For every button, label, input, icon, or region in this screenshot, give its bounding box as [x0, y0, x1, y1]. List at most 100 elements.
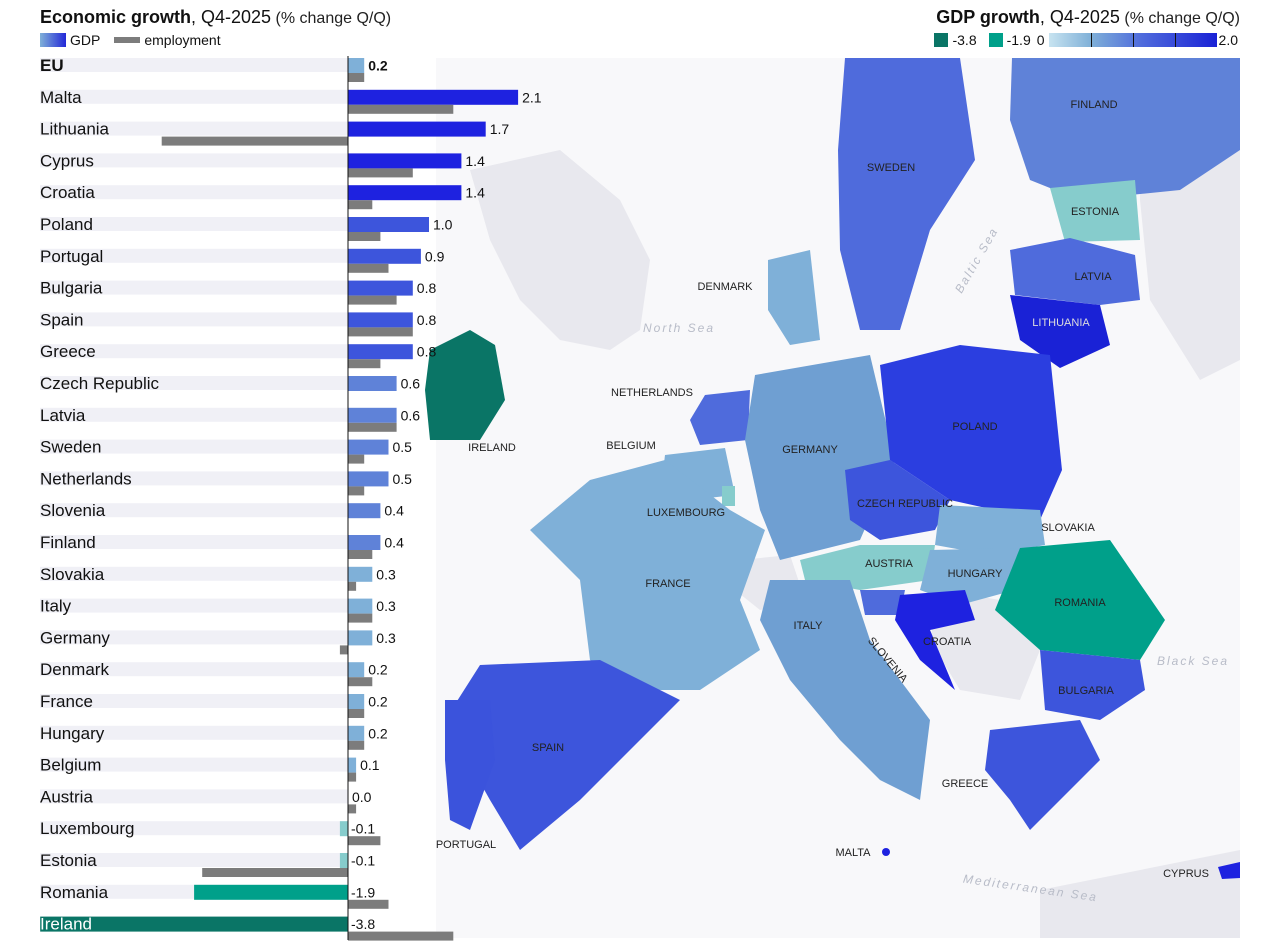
value-label-greece: 0.8 [417, 344, 437, 360]
gdp-bar-eu [348, 58, 365, 73]
gdp-bar-france [348, 694, 365, 709]
row-band-latvia [40, 407, 348, 422]
category-label-croatia: Croatia [40, 183, 95, 202]
map-country-greece [985, 720, 1100, 830]
gdp-bar-slovenia [348, 503, 381, 519]
category-label-finland: Finland [40, 533, 96, 552]
category-label-latvia: Latvia [40, 406, 86, 425]
value-label-hungary: 0.2 [368, 725, 388, 741]
row-band-netherlands [40, 471, 348, 486]
employment-bar-croatia [348, 200, 373, 210]
employment-bar-portugal [348, 263, 389, 273]
employment-bar-malta [348, 104, 454, 114]
map-legend-neg1: -3.8 [952, 32, 977, 48]
bar-chart: EU 0.2 Malta 2.1 Lithuania 1.7 Cyprus 1.4 Croati… [40, 56, 542, 941]
map-label-hungary: HUNGARY [948, 568, 1003, 580]
map-country-latvia [1010, 238, 1140, 305]
row-band-greece [40, 344, 348, 359]
map-label-greece: GREECE [942, 778, 988, 790]
gdp-bar-hungary [348, 725, 365, 741]
legend-employment-swatch [114, 37, 141, 43]
row-band-estonia [40, 853, 348, 867]
employment-bar-france [348, 709, 365, 718]
category-label-belgium: Belgium [40, 756, 101, 775]
category-label-cyprus: Cyprus [40, 151, 94, 170]
map-country-denmark [768, 250, 820, 345]
map-label-germany: GERMANY [782, 444, 838, 456]
map-country-estonia [1050, 180, 1140, 242]
gdp-bar-netherlands [348, 471, 389, 487]
employment-bar-italy [348, 613, 373, 623]
category-label-eu: EU [40, 56, 64, 75]
row-band-czech-republic [40, 376, 348, 390]
category-label-italy: Italy [40, 597, 72, 616]
employment-bar-poland [348, 232, 381, 241]
map-title: GDP growth, Q4-2025 (% change Q/Q) [936, 6, 1240, 30]
map-label-sweden: SWEDEN [867, 162, 915, 174]
map-label-belgium: BELGIUM [606, 440, 656, 452]
row-band-croatia [40, 185, 348, 200]
value-label-italy: 0.3 [376, 598, 396, 614]
map-country-portugal [445, 700, 495, 830]
map-land-south [1040, 850, 1240, 938]
legend-employment-label: employment [144, 32, 221, 48]
value-label-luxembourg: -0.1 [351, 821, 375, 837]
category-label-denmark: Denmark [40, 660, 109, 679]
gdp-bar-croatia [348, 185, 462, 201]
value-label-latvia: 0.6 [401, 407, 421, 423]
value-label-belgium: 0.1 [360, 757, 380, 773]
map-country-netherlands [690, 390, 750, 445]
value-label-slovenia: 0.4 [384, 503, 404, 519]
gdp-bar-greece [348, 344, 413, 360]
map-legend-max: 2.0 [1218, 32, 1238, 48]
map-label-malta: MALTA [835, 847, 871, 859]
chart-title-unit: (% change Q/Q) [271, 10, 392, 27]
map-country-croatia [895, 590, 975, 690]
chart-title-main: Economic growth [40, 7, 192, 27]
row-band-slovakia [40, 566, 348, 581]
gdp-bar-romania [194, 884, 348, 900]
map-label-slovakia: SLOVAKIA [1041, 522, 1095, 534]
row-band-sweden [40, 439, 348, 454]
gdp-bar-sweden [348, 439, 389, 455]
category-label-slovakia: Slovakia [40, 565, 105, 584]
employment-bar-sweden [348, 454, 365, 464]
category-label-austria: Austria [40, 787, 93, 806]
map-country-hungary [920, 548, 1020, 605]
map-label-italy: ITALY [794, 620, 824, 632]
value-label-slovakia: 0.3 [376, 566, 396, 582]
gdp-bar-italy [348, 598, 373, 614]
map-label-austria: AUSTRIA [865, 558, 913, 570]
map-country-france [530, 460, 765, 690]
map-country-slovenia [860, 590, 905, 615]
employment-bar-spain [348, 327, 413, 337]
row-band-lithuania [40, 121, 348, 136]
category-label-france: France [40, 692, 93, 711]
map-label-estonia: ESTONIA [1071, 206, 1120, 218]
row-band-germany [40, 630, 348, 645]
category-label-lithuania: Lithuania [40, 120, 110, 139]
employment-bar-cyprus [348, 168, 413, 178]
row-band-bulgaria [40, 280, 348, 295]
value-label-eu: 0.2 [368, 58, 388, 74]
value-label-sweden: 0.5 [393, 439, 413, 455]
value-label-romania: -1.9 [351, 884, 375, 900]
map-label-poland: POLAND [952, 421, 997, 433]
row-band-cyprus [40, 153, 348, 168]
map-label-latvia: LATVIA [1074, 271, 1112, 283]
map-label-czech: CZECH REPUBLIC [857, 498, 953, 510]
map-label-luxembourg: LUXEMBOURG [647, 507, 725, 519]
map-label-finland: FINLAND [1070, 99, 1117, 111]
map-country-lithuania [1010, 295, 1110, 368]
map-country-sweden [838, 58, 975, 330]
map-country-poland [880, 345, 1062, 520]
row-band-portugal [40, 248, 348, 263]
employment-bar-latvia [348, 422, 397, 432]
category-label-ireland: Ireland [40, 915, 92, 934]
employment-bar-austria [348, 804, 357, 814]
employment-bar-germany [339, 645, 348, 655]
value-label-czech-republic: 0.6 [401, 376, 421, 392]
gdp-bar-bulgaria [348, 280, 413, 296]
map-label-ireland: IRELAND [468, 442, 516, 454]
value-label-poland: 1.0 [433, 217, 453, 233]
